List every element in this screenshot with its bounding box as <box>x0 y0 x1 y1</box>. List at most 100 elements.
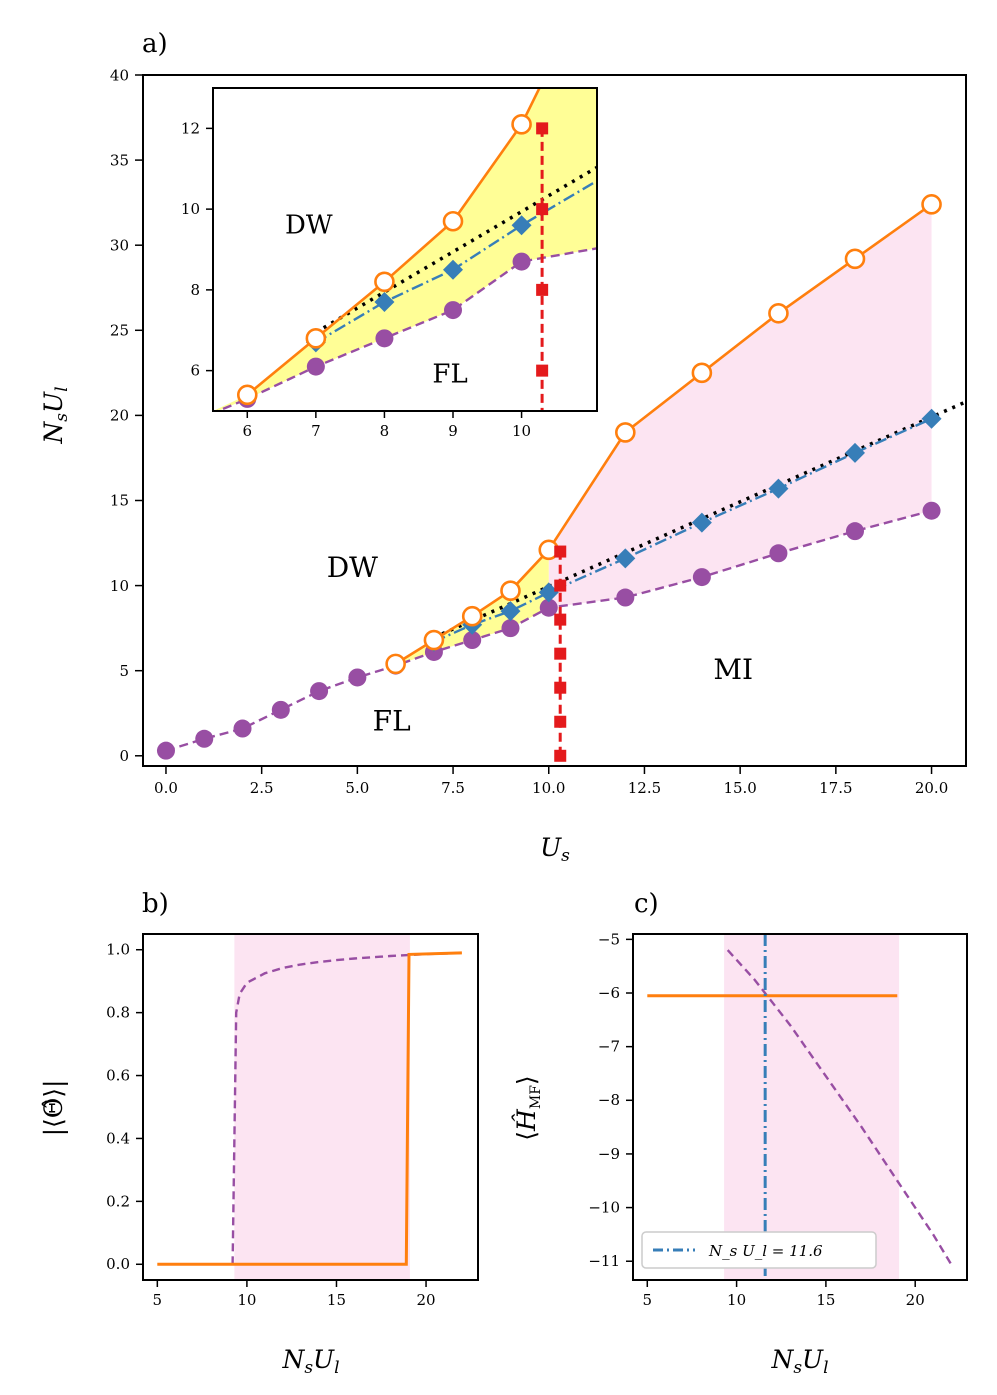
filled-circle-marker <box>271 700 290 719</box>
panel-b-plot: 5 10 15 20 0.0 0.2 0.4 0.6 0.8 1.0 <box>106 933 479 1309</box>
orange-solid-line <box>157 951 462 1266</box>
x-tick-label: 10 <box>727 1291 746 1309</box>
filled-circle-marker <box>375 329 394 348</box>
x-tick-label: 2.5 <box>250 779 274 797</box>
legend: N_s U_l = 11.6 <box>641 1231 877 1269</box>
filled-circle-marker <box>310 682 329 701</box>
square-marker <box>536 283 549 296</box>
x-tick-label: 10 <box>237 1291 256 1309</box>
panel-b-ylabel: |⟨Θ̂⟩| <box>39 1080 69 1137</box>
open-circle-marker <box>691 362 713 384</box>
y-tick-label: 1.0 <box>106 941 130 959</box>
panel-c-ylabel: ⟨ĤMF⟩ <box>512 1075 544 1140</box>
inset-shaded-region <box>213 88 597 411</box>
open-circle-marker <box>236 384 258 406</box>
purple-dashed-line <box>726 949 952 1265</box>
x-tick-label: 9 <box>448 422 458 440</box>
filled-circle-marker <box>444 301 462 320</box>
filled-circle-marker <box>463 631 482 650</box>
x-tick-label: 10 <box>512 422 531 440</box>
y-tick-label: 30 <box>110 236 129 254</box>
x-tick-label: 8 <box>380 422 390 440</box>
x-tick-label: 7.5 <box>441 779 465 797</box>
filled-circle-marker <box>924 123 942 141</box>
y-tick-label: −8 <box>598 1091 620 1109</box>
panel-a-ylabel: NsUl <box>39 386 72 444</box>
filled-circle-marker <box>512 252 531 271</box>
square-marker <box>536 122 549 135</box>
open-circle-marker <box>844 248 866 270</box>
filled-circle-marker <box>233 719 252 738</box>
filled-circle-marker <box>922 501 941 520</box>
open-circle-marker <box>423 629 445 651</box>
shaded-range <box>234 934 410 1280</box>
y-tick-label: 6 <box>190 362 200 380</box>
x-tick-label: 20 <box>906 1291 925 1309</box>
y-tick-label: 0.4 <box>106 1129 130 1147</box>
square-marker <box>554 749 567 762</box>
diamond-marker <box>649 135 669 155</box>
x-tick-label: 15 <box>327 1291 346 1309</box>
y-tick-label: −11 <box>588 1252 620 1270</box>
panel-a-xlabel: Us <box>540 833 570 866</box>
diamond-marker <box>768 478 789 499</box>
y-tick-label: 12 <box>181 119 200 137</box>
open-circle-marker <box>921 194 942 215</box>
y-tick-label: 8 <box>190 281 200 299</box>
inset-body <box>101 88 942 538</box>
y-tick-label: 40 <box>110 66 129 84</box>
diamond-marker <box>500 601 521 622</box>
y-tick-label: 20 <box>110 407 129 425</box>
plot-frame <box>142 933 479 1281</box>
filled-circle-marker <box>845 522 864 541</box>
panel-a-inset: 6 7 8 9 10 6 8 10 12 DW FL <box>101 86 942 538</box>
legend-label: N_s U_l = 11.6 <box>708 1242 823 1260</box>
plot-frame <box>142 74 967 767</box>
filled-circle-marker <box>170 418 188 436</box>
open-circle-marker <box>615 422 636 443</box>
filled-circle-marker <box>650 228 668 246</box>
y-tick-label: 35 <box>110 151 129 169</box>
filled-circle-marker <box>501 619 520 638</box>
panel-a-plot: 0.0 2.5 5.0 7.5 10.0 12.5 15.0 17.5 20.0 0 5 10 15 20… <box>110 66 967 797</box>
x-tick-label: 20.0 <box>915 779 948 797</box>
open-circle-marker <box>374 271 395 293</box>
legend-box <box>641 1231 877 1269</box>
filled-circle-marker <box>692 568 711 587</box>
y-tick-label: 15 <box>110 492 129 510</box>
open-circle-marker <box>305 328 327 349</box>
region-label-mi: MI <box>713 653 753 686</box>
x-tick-label: 12.5 <box>628 779 661 797</box>
square-marker <box>554 579 567 592</box>
x-tick-label: 6 <box>243 422 253 440</box>
filled-circle-marker <box>101 450 119 468</box>
x-tick-label: 5.0 <box>345 779 369 797</box>
y-tick-label: 0.0 <box>106 1255 130 1273</box>
mi-shaded-region <box>548 204 932 608</box>
square-marker <box>536 526 548 538</box>
square-marker <box>536 364 549 377</box>
diamond-marker <box>844 442 865 463</box>
inset-region-label-dw: DW <box>285 210 333 240</box>
y-tick-label: −9 <box>598 1145 620 1163</box>
open-circle-marker <box>500 580 521 601</box>
shaded-range <box>724 934 900 1280</box>
region-label-dw: DW <box>327 551 378 584</box>
diamond-marker <box>615 548 636 569</box>
y-tick-label: −7 <box>598 1038 620 1056</box>
x-tick-label: 15.0 <box>723 779 756 797</box>
x-tick-label: 20 <box>417 1291 436 1309</box>
plot-frame <box>212 87 598 412</box>
filled-circle-marker <box>156 741 175 760</box>
panel-a-body <box>156 194 966 762</box>
diamond-marker <box>538 582 559 603</box>
diamond-marker <box>691 512 712 533</box>
y-tick-label: −10 <box>588 1198 620 1216</box>
filled-circle-marker <box>195 729 214 748</box>
open-circle-marker <box>442 210 464 232</box>
y-tick-label: 10 <box>110 577 129 595</box>
diamond-marker <box>374 291 395 312</box>
filled-circle-marker <box>539 598 558 617</box>
open-circle-marker <box>511 114 532 135</box>
